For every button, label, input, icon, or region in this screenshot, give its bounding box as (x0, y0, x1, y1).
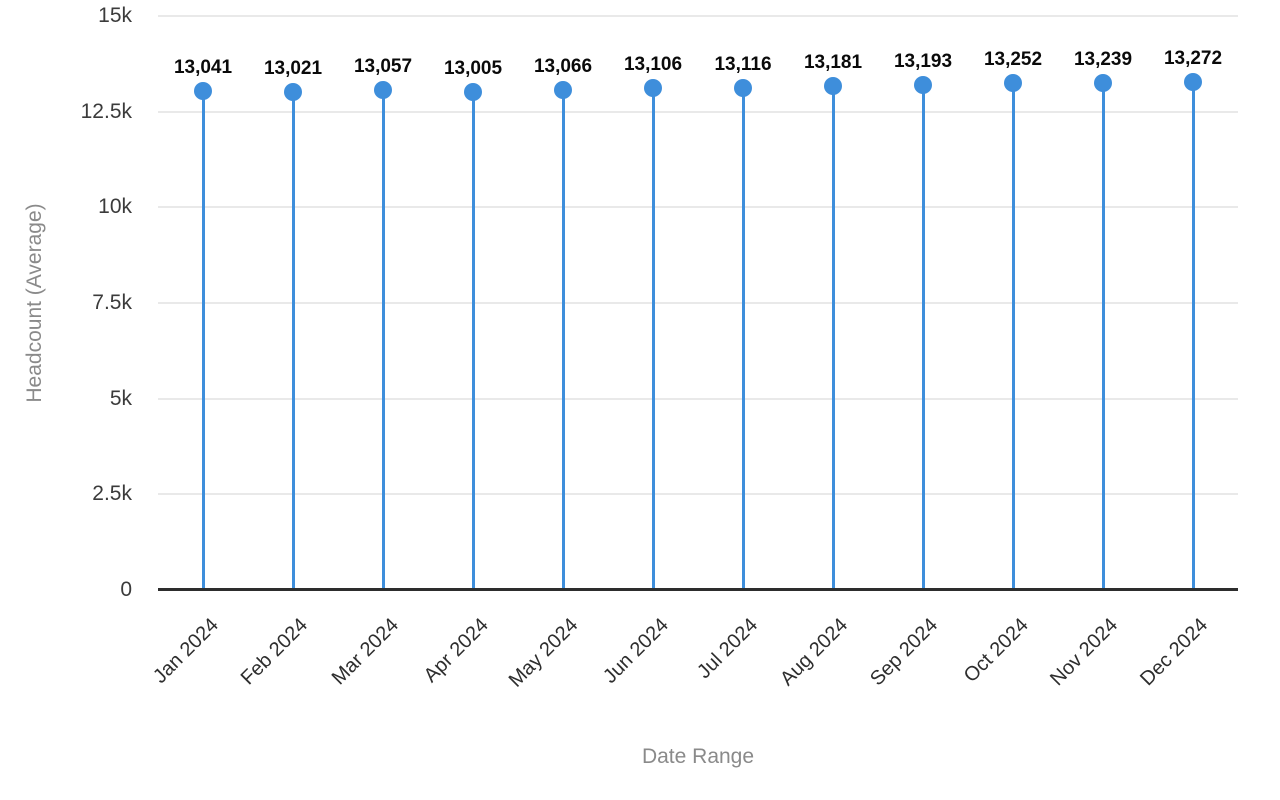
y-tick-label: 7.5k (92, 291, 132, 314)
x-tick-label: Oct 2024 (959, 614, 1033, 687)
data-point-value-label: 13,272 (1163, 48, 1223, 70)
data-point-value-label: 13,066 (533, 56, 593, 77)
data-point-value-label: 13,239 (1073, 49, 1133, 71)
y-tick-label: 12.5k (80, 99, 132, 123)
lollipop-stem (831, 85, 835, 588)
data-point-marker[interactable] (284, 82, 302, 101)
x-tick-label: Dec 2024 (1136, 614, 1213, 691)
y-tick-label: 0 (120, 578, 132, 601)
data-point-value-label: 13,041 (173, 56, 233, 78)
y-tick-label: 10k (98, 195, 132, 219)
x-tick-label: Feb 2024 (237, 614, 313, 690)
data-point-value-label: 13,252 (983, 48, 1043, 70)
y-gridline (158, 302, 1238, 304)
data-point-marker[interactable] (734, 79, 752, 98)
data-point-value-label: 13,106 (623, 54, 683, 76)
data-point-value-label: 13,116 (714, 54, 772, 76)
data-point-marker[interactable] (644, 79, 662, 98)
lollipop-stem (1101, 83, 1105, 588)
x-tick-label: Aug 2024 (776, 614, 853, 691)
y-tick-label: 15k (98, 4, 132, 27)
y-gridline (158, 493, 1238, 496)
data-point-value-label: 13,181 (803, 51, 863, 73)
lollipop-stem (921, 85, 925, 588)
data-point-marker[interactable] (1184, 73, 1202, 92)
y-tick-label: 5k (109, 386, 132, 410)
x-tick-label: May 2024 (504, 614, 583, 692)
data-point-value-label: 13,193 (893, 51, 953, 73)
lollipop-stem (381, 90, 385, 588)
lollipop-stem (741, 88, 745, 588)
data-point-marker[interactable] (464, 83, 482, 102)
data-point-marker[interactable] (914, 76, 932, 95)
lollipop-stem (561, 90, 565, 588)
lollipop-stem (1011, 82, 1015, 588)
data-point-marker[interactable] (374, 81, 392, 100)
data-point-marker[interactable] (824, 76, 842, 95)
x-tick-label: Mar 2024 (327, 614, 403, 690)
data-point-value-label: 13,057 (353, 56, 413, 78)
data-point-value-label: 13,021 (263, 57, 323, 79)
data-point-marker[interactable] (554, 81, 572, 99)
data-point-marker[interactable] (1094, 74, 1112, 93)
lollipop-stem (1191, 82, 1195, 588)
y-tick-label: 2.5k (92, 482, 132, 506)
y-gridline (158, 15, 1238, 17)
x-tick-label: Sep 2024 (866, 614, 943, 691)
data-point-marker[interactable] (1004, 73, 1022, 92)
x-tick-label: Jun 2024 (598, 614, 673, 688)
x-tick-label: Jul 2024 (693, 614, 763, 684)
lollipop-stem (471, 92, 475, 588)
x-tick-label: Apr 2024 (419, 614, 493, 687)
x-axis-line (158, 588, 1238, 591)
x-tick-label: Nov 2024 (1046, 614, 1123, 691)
lollipop-stem (651, 88, 655, 588)
x-axis-title: Date Range (641, 745, 755, 768)
y-gridline (158, 397, 1238, 400)
lollipop-stem (291, 91, 295, 588)
x-tick-label: Jan 2024 (148, 614, 223, 688)
lollipop-stem (201, 90, 205, 588)
y-gridline (158, 206, 1238, 209)
data-point-value-label: 13,005 (443, 58, 503, 80)
data-point-marker[interactable] (194, 81, 212, 100)
y-gridline (158, 110, 1238, 113)
